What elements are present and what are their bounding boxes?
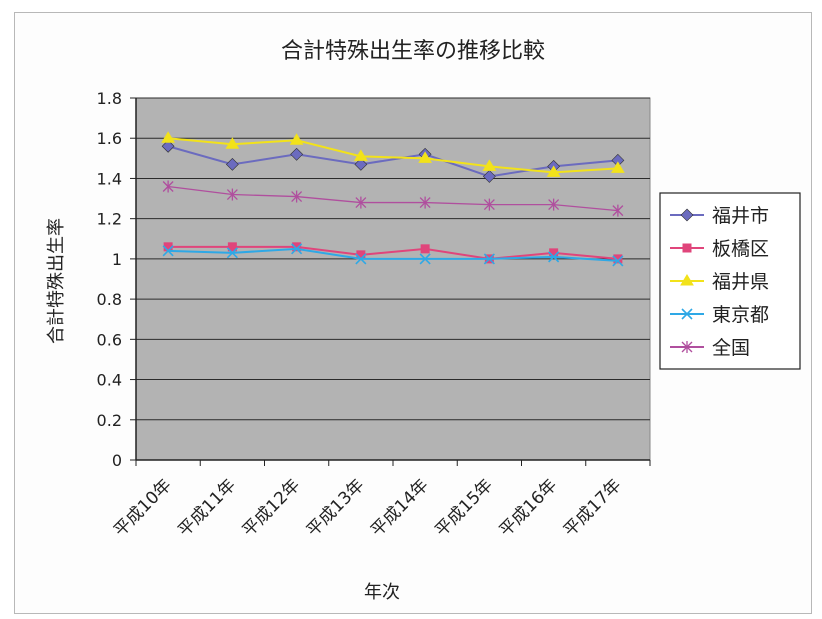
- legend-label: 板橋区: [712, 238, 769, 260]
- data-point-3-7: [612, 255, 624, 267]
- legend-marker: [681, 308, 693, 320]
- series-line-2: [168, 137, 618, 174]
- data-point-4-3: [355, 196, 367, 209]
- data-point-1-4: [420, 244, 430, 254]
- plot-background: [135, 97, 651, 461]
- legend-item: 全国: [670, 337, 750, 359]
- data-point-4-7: [612, 204, 624, 217]
- y-axis-label: 合計特殊出生率: [46, 218, 67, 344]
- series-line-0: [167, 145, 618, 178]
- data-point-4-1: [226, 188, 238, 201]
- y-tick-label: 1.2: [97, 210, 122, 229]
- plot-area: [135, 97, 651, 461]
- data-point-3-1: [226, 247, 238, 259]
- data-point-0-0: [161, 139, 175, 153]
- data-point-1-6: [549, 248, 559, 258]
- data-point-2-4: [418, 151, 433, 163]
- legend-marker: [682, 243, 692, 253]
- legend-item: 板橋区: [670, 238, 769, 260]
- series-line-4: [168, 185, 618, 212]
- data-point-3-3: [355, 253, 367, 265]
- x-tick-label: 平成16年: [496, 475, 562, 541]
- x-tick-label: 平成15年: [431, 475, 497, 541]
- legend-item: 福井市: [670, 205, 769, 227]
- data-point-0-2: [290, 147, 304, 161]
- data-point-4-6: [548, 198, 560, 211]
- x-tick-label: 平成17年: [560, 475, 626, 541]
- legend-marker: [680, 208, 694, 222]
- y-tick-label: 1: [112, 250, 122, 269]
- data-point-1-2: [292, 242, 302, 252]
- y-tick-label: 0.2: [97, 411, 122, 430]
- data-point-0-3: [354, 157, 368, 171]
- x-tick-label: 平成12年: [239, 475, 305, 541]
- data-point-3-0: [162, 245, 174, 257]
- data-point-0-5: [482, 170, 496, 183]
- x-tick-label: 平成10年: [110, 475, 176, 541]
- series-line-3: [168, 247, 618, 262]
- y-tick-label: 1.6: [97, 129, 122, 148]
- x-axis-label: 年次: [364, 582, 400, 603]
- data-point-1-1: [227, 242, 237, 252]
- data-point-1-7: [613, 254, 623, 264]
- legend-label: 福井市: [712, 205, 769, 227]
- data-point-2-7: [610, 161, 625, 173]
- data-point-1-0: [163, 242, 173, 252]
- legend-item: 福井県: [670, 271, 769, 293]
- data-point-4-0: [162, 180, 174, 193]
- data-point-2-3: [353, 149, 368, 161]
- data-point-0-1: [225, 157, 239, 171]
- data-point-2-2: [289, 133, 304, 145]
- legend-marker: [680, 274, 694, 286]
- data-point-4-4: [419, 196, 431, 209]
- data-point-2-5: [482, 159, 497, 171]
- x-tick-label: 平成11年: [174, 475, 240, 541]
- y-tick-label: 1.4: [97, 169, 122, 188]
- data-point-3-6: [548, 251, 560, 263]
- legend-label: 全国: [712, 337, 750, 359]
- x-tick-label: 平成14年: [367, 475, 433, 541]
- data-point-3-2: [291, 243, 303, 255]
- series-group: [161, 131, 625, 267]
- data-point-2-0: [161, 131, 176, 143]
- data-point-3-5: [483, 253, 495, 265]
- legend-label: 福井県: [712, 271, 769, 293]
- legend-marker: [681, 341, 693, 353]
- y-tick-label: 0: [112, 451, 122, 470]
- y-tick-label: 0.4: [97, 371, 122, 390]
- data-point-2-6: [546, 165, 561, 177]
- x-tick-label: 平成13年: [303, 475, 369, 541]
- legend-label: 東京都: [712, 304, 769, 326]
- data-point-2-1: [225, 137, 240, 149]
- y-axis-ticks: 0 0.2 0.4 0.6 0.8 1 1.2 1.4 1.6 1.8: [97, 89, 650, 470]
- data-point-4-5: [483, 198, 495, 211]
- y-tick-label: 0.6: [97, 330, 122, 349]
- y-tick-label: 1.8: [97, 89, 122, 108]
- series-line-1: [168, 245, 618, 260]
- data-point-4-2: [291, 190, 303, 203]
- data-point-3-4: [419, 253, 431, 265]
- y-tick-label: 0.8: [97, 290, 122, 309]
- legend-item: 東京都: [670, 304, 769, 326]
- chart-title: 合計特殊出生率の推移比較: [281, 39, 545, 64]
